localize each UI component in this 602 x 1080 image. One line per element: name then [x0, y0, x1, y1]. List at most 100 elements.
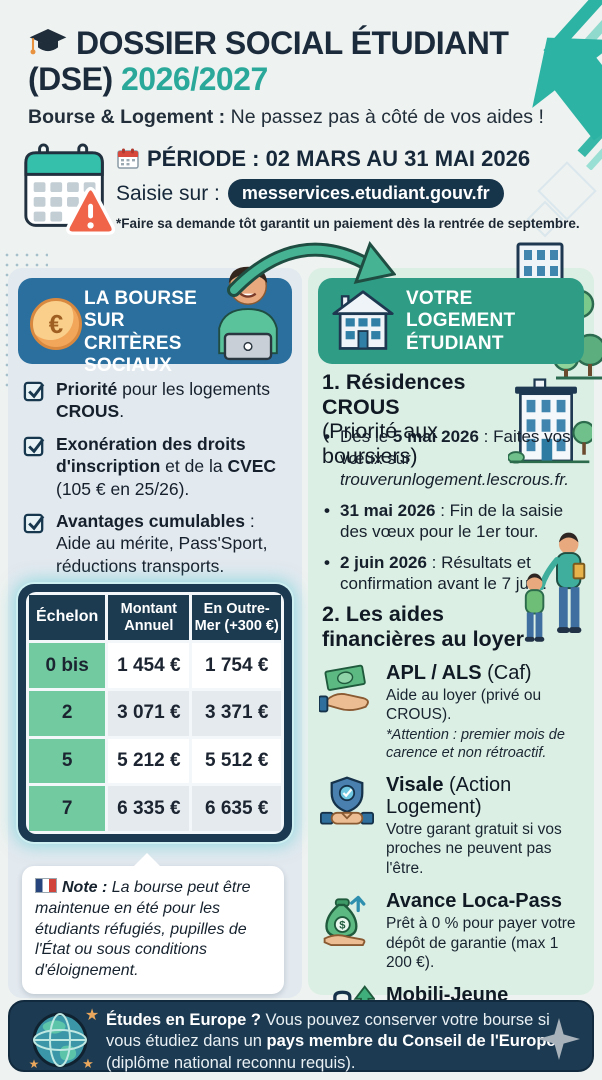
euro-coin-icon: € — [30, 298, 82, 350]
bullet-text: Dès le — [340, 427, 393, 446]
bourse-amounts-table: Échelon Montant Annuel En Outre-Mer (+30… — [26, 592, 284, 834]
french-flag-icon — [35, 878, 57, 893]
bullet-text: : Fin de la saisie des vœux pour le 1er … — [340, 500, 564, 542]
star-icon: ★ — [85, 1007, 99, 1024]
logement-header: VOTRE LOGEMENT ÉTUDIANT — [318, 278, 584, 364]
checkbox-checked-icon — [23, 381, 45, 402]
section2-title: 2. Les aides financières au loyer — [322, 602, 524, 652]
item-bold: Exonération des droits d'inscription — [56, 433, 246, 477]
note-bubble: Note : La bourse peut être maintenue en … — [22, 853, 284, 994]
period-block: PÉRIODE : 02 MARS AU 31 MAI 2026 Saisie … — [116, 146, 594, 231]
curved-arrow-icon — [227, 240, 396, 297]
list-item: Exonération des droits d'inscription et … — [22, 433, 288, 500]
banner-bold: Études en Europe ? — [106, 1011, 261, 1029]
saisie-label: Saisie sur : — [116, 181, 220, 205]
item-bold: Avantages cumulables — [56, 510, 246, 531]
note-bold: Note : — [62, 879, 108, 896]
aide-item-apl: APL / ALS (Caf) Aide au loyer (privé ou … — [318, 662, 586, 762]
table-row: 7 6 335 € 6 635 € — [29, 786, 281, 831]
cell-montant: 5 212 € — [108, 738, 190, 784]
logement-panel: VOTRE LOGEMENT ÉTUDIANT 1. Résidences CR… — [308, 242, 602, 1065]
money-hand-icon — [319, 664, 369, 713]
aide-note: *Attention : premier mois de carence et … — [386, 726, 565, 761]
bourse-table-card: Échelon Montant Annuel En Outre-Mer (+30… — [18, 584, 292, 842]
money-bag-icon: $ — [323, 895, 366, 947]
item-text: et de la — [160, 456, 228, 477]
aide-suffix: (Action Logement) — [386, 774, 512, 818]
cell-outremer: 1 754 € — [192, 643, 281, 688]
item-text: pour les logements — [117, 379, 271, 399]
page-title-line1: DOSSIER SOCIAL ÉTUDIANT — [76, 25, 509, 61]
checkbox-checked-icon — [23, 513, 45, 534]
table-row: 2 3 071 € 3 371 € — [29, 691, 281, 736]
item-bold: Priorité — [56, 379, 118, 399]
subtitle-rest: Ne passez pas à côté de vos aides ! — [225, 105, 544, 128]
dollar-symbol: $ — [339, 920, 346, 932]
period-text: PÉRIODE : 02 MARS AU 31 MAI 2026 — [147, 146, 531, 171]
item-text: : Aide au mérite, Pass'Sport, réductions… — [56, 510, 268, 576]
banner-text: (diplôme national reconnu requis). — [106, 1053, 356, 1072]
student-laptop-illustration — [218, 266, 278, 361]
table-row: 0 bis 1 454 € 1 754 € — [29, 643, 281, 688]
aide-name: APL / ALS — [386, 662, 482, 684]
cell-montant: 3 071 € — [108, 691, 190, 736]
mini-calendar-icon — [117, 148, 139, 169]
page-title-dse: (DSE) — [28, 61, 121, 98]
table-row: 5 5 212 € 5 512 € — [29, 738, 281, 784]
aide-suffix: (Caf) — [481, 662, 532, 684]
checkbox-checked-icon — [23, 436, 45, 457]
item-text: (105 € en 25/26). — [56, 478, 190, 499]
crous-dates-list: Dès le 5 mai 2026 : Faites vos vœux sur … — [324, 426, 576, 604]
cell-echelon: 2 — [29, 691, 106, 736]
bourse-title: LA BOURSE SUR CRITÈRES SOCIAUX — [84, 288, 197, 377]
banner-text: Vous pouvez conserver votre bourse si vo… — [106, 1011, 550, 1051]
calendar-warning-icon — [24, 143, 116, 235]
col-header-montant: Montant Annuel — [108, 595, 190, 641]
aide-item-visale: Visale (Action Logement) Votre garant gr… — [318, 774, 586, 878]
star-icon: ★ — [82, 1056, 94, 1071]
cell-outremer: 5 512 € — [192, 738, 281, 784]
cell-outremer: 6 635 € — [192, 786, 281, 831]
item-text: . — [119, 401, 125, 422]
cell-outremer: 3 371 € — [192, 691, 281, 736]
page-header: DOSSIER SOCIAL ÉTUDIANT (DSE) 2026/2027 … — [28, 25, 584, 129]
section1-heading: 1. Résidences CROUS — [322, 370, 466, 419]
europe-banner-text: Études en Europe ? Vous pouvez conserver… — [106, 1010, 574, 1074]
subtitle-bold: Bourse & Logement : — [28, 105, 226, 128]
bullet-text: : Résultats et confirmation avant le 7 j… — [340, 552, 547, 594]
aide-item-locapass: $ Avance Loca-Pass Prêt à 0 % pour payer… — [318, 890, 586, 972]
col-header-outremer: En Outre-Mer (+300 €) — [192, 595, 281, 641]
bullet-bold: 31 mai 2026 — [340, 500, 436, 520]
list-item: 31 mai 2026 : Fin de la saisie des vœux … — [324, 500, 576, 543]
bullet-bold: 5 mai 2026 — [392, 427, 479, 446]
europe-banner: ★ ★ ★ Études en Europe ? Vous pouvez con… — [8, 1000, 594, 1072]
house-icon — [332, 290, 394, 350]
col-header-echelon: Échelon — [29, 595, 106, 641]
euro-symbol: € — [48, 308, 64, 339]
banner-bold: pays membre du Conseil de l'Europe — [266, 1032, 556, 1051]
lescrous-url-link[interactable]: trouverunlogement.lescrous.fr. — [340, 470, 569, 490]
bullet-text: : Faites vos vœux sur — [340, 427, 571, 468]
aide-name: Avance Loca-Pass — [386, 890, 563, 913]
page-subtitle: Bourse & Logement : Ne passez pas à côté… — [28, 106, 584, 129]
star-icon: ★ — [29, 1057, 40, 1071]
bourse-benefits-list: Priorité pour les logements CROUS. Exoné… — [22, 378, 288, 587]
aide-desc: Aide au loyer (privé ou CROUS). — [386, 687, 542, 724]
graduation-cap-icon — [29, 28, 67, 55]
globe-stars-icon: ★ ★ ★ — [29, 1007, 100, 1071]
aide-name: Visale — [386, 774, 444, 796]
list-item: Dès le 5 mai 2026 : Faites vos vœux sur … — [324, 426, 576, 491]
aide-desc: Votre garant gratuit si vos proches ne p… — [386, 821, 562, 877]
page-title-years: 2026/2027 — [121, 61, 268, 98]
messervices-url-link[interactable]: messervices.etudiant.gouv.fr — [227, 179, 504, 208]
cell-echelon: 7 — [29, 786, 106, 831]
period-footnote: *Faire sa demande tôt garantit un paieme… — [116, 216, 580, 231]
family-illustration — [524, 532, 586, 642]
logement-title: VOTRE LOGEMENT ÉTUDIANT — [406, 288, 516, 354]
bourse-panel: € LA BOURSE SUR CRITÈRES SOCIAUX Priorit… — [8, 266, 302, 998]
cell-echelon: 0 bis — [29, 643, 106, 688]
cell-montant: 6 335 € — [108, 786, 190, 831]
list-item: 2 juin 2026 : Résultats et confirmation … — [324, 552, 576, 595]
handshake-shield-icon — [320, 776, 374, 825]
